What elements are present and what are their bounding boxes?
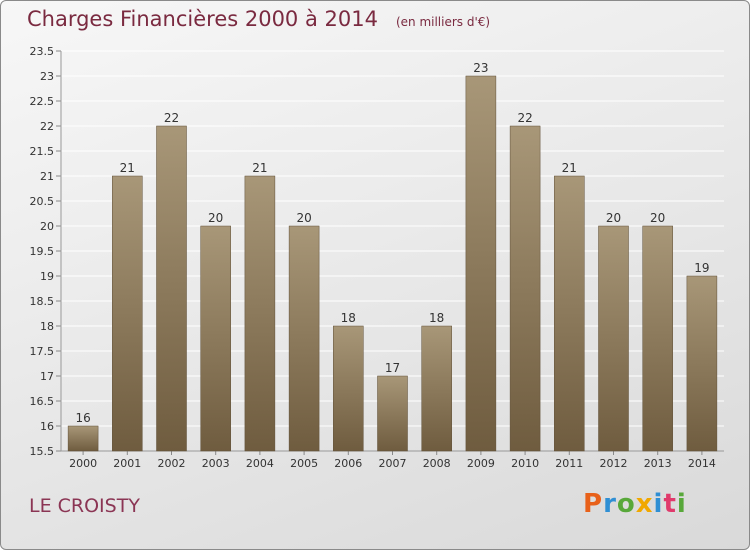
value-label: 23 (473, 61, 488, 75)
bar (509, 125, 541, 452)
bar (200, 225, 231, 452)
bar (642, 225, 673, 452)
bar (465, 75, 497, 452)
y-tick-label: 23 (40, 70, 54, 83)
y-tick-label: 18 (40, 320, 54, 333)
x-tick-label: 2008 (423, 457, 451, 470)
logo-letter: x (635, 489, 654, 519)
bar (244, 175, 276, 452)
value-label: 18 (341, 311, 356, 325)
commune-name: LE CROISTY (29, 495, 140, 517)
value-label: 20 (606, 211, 621, 225)
y-tick-label: 19 (40, 270, 54, 283)
x-tick-label: 2009 (467, 457, 495, 470)
y-tick-label: 20 (40, 220, 54, 233)
y-tick-label: 22.5 (30, 95, 55, 108)
value-label: 20 (208, 211, 223, 225)
y-tick-label: 21 (40, 170, 54, 183)
value-label: 16 (75, 411, 90, 425)
value-label: 22 (517, 111, 532, 125)
labels: 16 2000 21 2001 22 2002 20 2003 21 2004 20 2005 18 20… (69, 61, 716, 470)
bar (554, 175, 585, 452)
value-label: 20 (296, 211, 311, 225)
y-tick-label: 15.5 (30, 445, 55, 458)
x-tick-label: 2006 (334, 457, 362, 470)
x-tick-label: 2003 (202, 457, 230, 470)
x-tick-label: 2011 (555, 457, 583, 470)
value-label: 18 (429, 311, 444, 325)
bar (288, 225, 320, 452)
bar (333, 325, 364, 452)
logo-letter: i (676, 489, 687, 519)
logo-letter: t (663, 489, 677, 519)
chart-title-unit: (en milliers d'€) (395, 15, 491, 29)
y-tick-label: 17.5 (30, 345, 55, 358)
x-tick-label: 2007 (379, 457, 407, 470)
x-tick-label: 2013 (644, 457, 672, 470)
x-tick-label: 2000 (69, 457, 97, 470)
logo-letter: r (603, 489, 617, 519)
value-label: 20 (650, 211, 665, 225)
value-label: 21 (252, 161, 267, 175)
bar (421, 325, 452, 452)
y-tick-label: 22 (40, 120, 54, 133)
bar (598, 225, 629, 452)
logo-letter: i (653, 489, 664, 519)
x-tick-label: 2012 (600, 457, 628, 470)
y-tick-label: 20.5 (30, 195, 55, 208)
chart-title: Charges Financières 2000 à 2014 (en milli… (27, 7, 490, 31)
x-tick-label: 2002 (158, 457, 186, 470)
logo-letter: P (583, 489, 604, 519)
y-tick-label: 21.5 (30, 145, 55, 158)
value-label: 21 (120, 161, 135, 175)
x-tick-label: 2010 (511, 457, 539, 470)
bar (156, 125, 187, 452)
y-tick-label: 19.5 (30, 245, 55, 258)
y-tick-label: 16 (40, 420, 54, 433)
logo-letter: o (616, 489, 636, 519)
bar (112, 175, 143, 452)
bar (377, 375, 408, 452)
proxiti-logo[interactable]: Proxiti (583, 489, 687, 519)
bar (686, 275, 718, 452)
y-tick-label: 18.5 (30, 295, 55, 308)
chart-title-main: Charges Financières 2000 à 2014 (27, 7, 378, 31)
bar (67, 425, 99, 452)
y-tick-label: 17 (40, 370, 54, 383)
y-tick-label: 16.5 (30, 395, 55, 408)
bars (67, 75, 718, 452)
x-tick-label: 2001 (113, 457, 141, 470)
value-label: 21 (562, 161, 577, 175)
x-tick-label: 2014 (688, 457, 716, 470)
value-label: 22 (164, 111, 179, 125)
x-tick-label: 2005 (290, 457, 318, 470)
y-tick-label: 23.5 (30, 45, 55, 58)
value-label: 17 (385, 361, 400, 375)
value-label: 19 (694, 261, 709, 275)
x-tick-label: 2004 (246, 457, 274, 470)
